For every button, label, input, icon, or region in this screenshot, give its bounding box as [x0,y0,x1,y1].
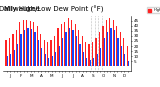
Legend: High, Low: High, Low [147,7,160,13]
Bar [47,42,48,66]
Bar [65,32,67,66]
Bar [83,52,84,66]
Bar [95,38,97,66]
Bar [34,32,36,66]
Bar [19,22,20,66]
Bar [24,30,25,66]
Bar [124,54,125,66]
Bar [30,21,31,66]
Bar [121,46,122,66]
Bar [86,58,87,66]
Bar [128,61,129,66]
Bar [50,40,52,66]
Bar [102,26,104,66]
Bar [75,24,76,66]
Bar [41,48,42,66]
Bar [106,20,107,66]
Bar [113,20,114,66]
Bar [40,34,41,66]
Bar [109,18,110,66]
Bar [100,48,101,66]
Bar [76,36,77,66]
Bar [61,24,62,66]
Bar [110,28,112,66]
Bar [17,44,18,66]
Bar [31,29,32,66]
Bar [5,40,7,66]
Bar [52,56,53,66]
Bar [69,28,70,66]
Bar [57,28,59,66]
Bar [82,36,83,66]
Bar [20,34,22,66]
Bar [33,22,34,66]
Bar [16,30,17,66]
Bar [90,60,91,66]
Text: Daily High/Low Dew Point (°F): Daily High/Low Dew Point (°F) [0,6,104,13]
Bar [72,30,74,66]
Bar [26,20,27,66]
Bar [38,40,39,66]
Bar [7,56,8,66]
Bar [127,46,128,66]
Bar [78,30,79,66]
Bar [59,46,60,66]
Bar [120,32,121,66]
Bar [104,38,105,66]
Bar [48,58,49,66]
Bar [44,40,45,66]
Bar [107,32,108,66]
Bar [71,20,72,66]
Bar [92,42,93,66]
Bar [114,30,115,66]
Bar [99,32,100,66]
Bar [123,38,124,66]
Bar [62,38,63,66]
Bar [10,54,11,66]
Bar [55,52,56,66]
Bar [37,26,38,66]
Bar [79,44,80,66]
Bar [116,26,117,66]
Bar [12,34,14,66]
Bar [54,36,55,66]
Bar [14,50,15,66]
Bar [45,54,46,66]
Bar [93,58,94,66]
Bar [88,44,90,66]
Bar [23,20,24,66]
Bar [27,28,29,66]
Text: Milwaukee: Milwaukee [3,6,40,12]
Bar [85,42,86,66]
Bar [68,18,69,66]
Bar [64,22,65,66]
Bar [117,38,119,66]
Bar [97,54,98,66]
Bar [9,38,10,66]
